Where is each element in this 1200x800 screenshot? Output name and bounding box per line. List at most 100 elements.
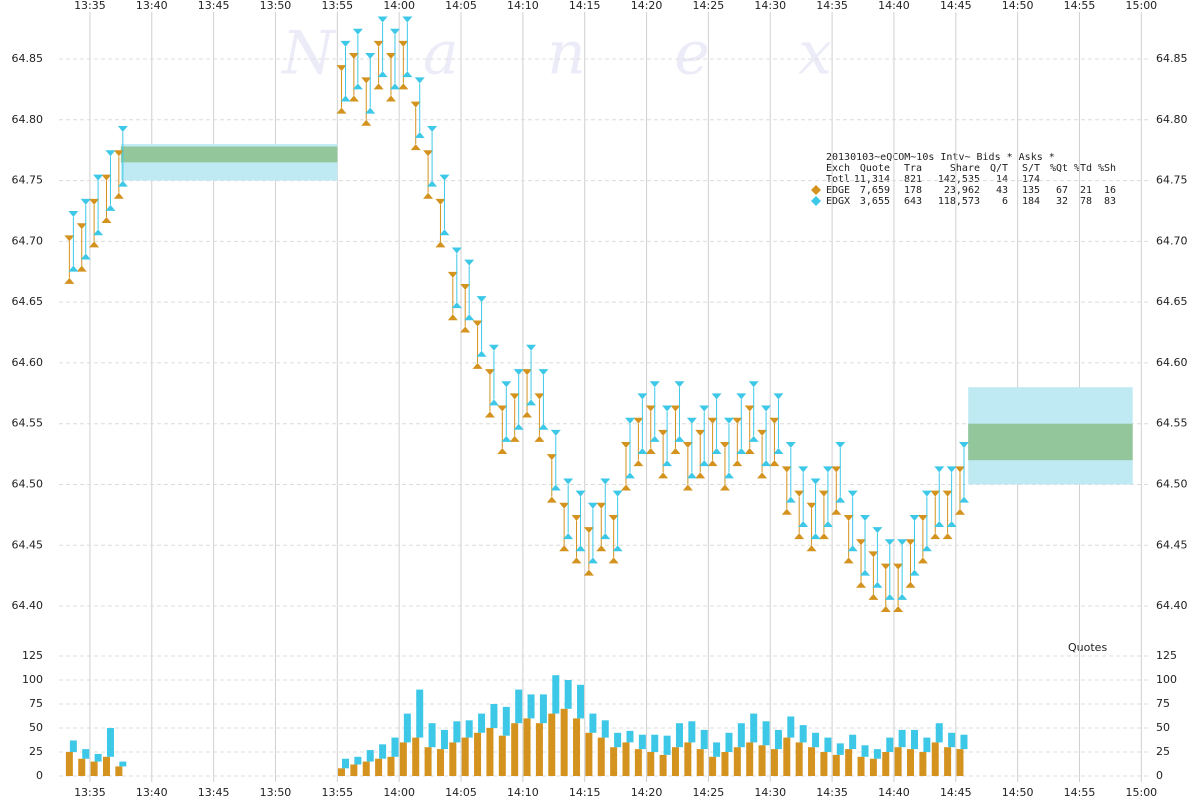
bid-marker	[365, 107, 376, 114]
ask-marker	[794, 490, 805, 497]
ask-marker	[954, 466, 965, 473]
quote-count-bar	[478, 713, 486, 733]
bid-marker	[856, 581, 867, 588]
quote-count-bar	[733, 747, 741, 776]
x-tick-label: 14:45	[940, 0, 972, 12]
bid-marker	[414, 131, 425, 138]
quote-count-bar	[428, 723, 436, 748]
legend-cell: 142,535	[938, 174, 980, 185]
quote-count-bar	[440, 729, 448, 750]
bid-marker	[711, 448, 722, 455]
ask-marker	[336, 65, 347, 72]
ask-marker	[600, 478, 611, 485]
ask-marker	[633, 417, 644, 424]
bid-marker	[101, 217, 112, 224]
bid-marker	[658, 472, 669, 479]
y-tick-label: 64.60	[12, 356, 44, 369]
quote-count-bar	[873, 749, 881, 759]
ask-marker	[818, 490, 829, 497]
x-tick-label: 13:40	[136, 786, 168, 799]
panel-label: Quotes	[1068, 641, 1107, 654]
bid-marker	[600, 533, 611, 540]
quote-count-bar	[486, 728, 494, 776]
quote-count-bar	[907, 749, 915, 776]
ask-marker	[587, 502, 598, 509]
quote-count-bar	[688, 721, 696, 743]
bid-marker	[509, 435, 520, 442]
ask-marker	[546, 454, 557, 461]
bid-marker	[105, 204, 116, 211]
ask-marker	[868, 551, 879, 558]
bid-marker	[946, 520, 957, 527]
x-tick-label: 14:55	[1064, 786, 1096, 799]
quote-count-bar	[465, 720, 473, 738]
ask-marker	[526, 344, 537, 351]
quote-count-bar	[453, 721, 461, 743]
x-tick-label: 13:45	[198, 0, 230, 12]
bid-marker	[587, 557, 598, 564]
quote-count-bar	[354, 756, 362, 765]
bid-marker	[736, 448, 747, 455]
ask-marker	[365, 53, 376, 60]
bid-marker	[798, 520, 809, 527]
legend-cell: 178	[904, 185, 922, 196]
x-tick-label: 14:40	[878, 786, 910, 799]
y2-tick-label: 75	[1156, 697, 1170, 710]
y-tick-label: 64.45	[12, 538, 44, 551]
bid-marker	[917, 557, 928, 564]
bid-marker	[645, 448, 656, 455]
ask-marker	[538, 369, 549, 376]
ask-marker	[682, 442, 693, 449]
ask-marker	[559, 502, 570, 509]
bid-marker	[905, 581, 916, 588]
quote-count-bar	[366, 750, 374, 762]
ask-marker	[447, 271, 458, 278]
ask-marker	[423, 150, 434, 157]
quote-count-bar	[713, 742, 721, 757]
ask-marker	[645, 405, 656, 412]
quote-count-bar	[770, 749, 778, 776]
quote-count-bar	[342, 758, 350, 769]
quote-count-bar	[696, 749, 704, 776]
legend-header: Quote	[860, 163, 890, 174]
quote-count-bar	[684, 742, 692, 776]
quote-count-bar	[857, 756, 865, 776]
ask-marker	[596, 502, 607, 509]
bid-marker	[707, 460, 718, 467]
quote-count-bar	[820, 752, 828, 776]
quote-count-bar	[849, 734, 857, 750]
ask-marker	[757, 429, 768, 436]
x-tick-label: 14:35	[816, 0, 848, 12]
y-tick-label: 64.45	[1156, 538, 1188, 551]
bid-marker	[868, 593, 879, 600]
quote-count-bar	[622, 742, 630, 776]
bid-marker	[732, 460, 743, 467]
ask-marker	[884, 539, 895, 546]
ask-marker	[534, 393, 545, 400]
ask-marker	[761, 405, 772, 412]
y2-tick-label: 100	[1156, 673, 1177, 686]
bid-marker	[880, 606, 891, 613]
quote-count-bar	[824, 737, 832, 752]
quote-count-bar	[597, 737, 605, 776]
quote-count-bar	[647, 752, 655, 776]
ask-marker	[472, 320, 483, 327]
quote-count-bar	[527, 694, 535, 719]
ask-marker	[806, 502, 817, 509]
x-tick-label: 14:05	[445, 786, 477, 799]
ask-marker	[68, 211, 79, 218]
x-tick-label: 14:00	[383, 0, 415, 12]
quote-count-bar	[552, 675, 560, 714]
ask-marker	[89, 198, 100, 205]
quote-count-bar	[461, 737, 469, 776]
ask-marker	[402, 16, 413, 23]
legend-header: %Td	[1074, 163, 1092, 174]
quote-count-bar	[638, 734, 646, 750]
ask-marker	[550, 429, 561, 436]
legend-cell: 23,962	[944, 185, 980, 196]
x-tick-label: 13:35	[74, 0, 106, 12]
quote-count-bar	[634, 749, 642, 776]
ask-marker	[905, 539, 916, 546]
quote-count-bar	[78, 758, 86, 776]
ask-marker	[707, 417, 718, 424]
